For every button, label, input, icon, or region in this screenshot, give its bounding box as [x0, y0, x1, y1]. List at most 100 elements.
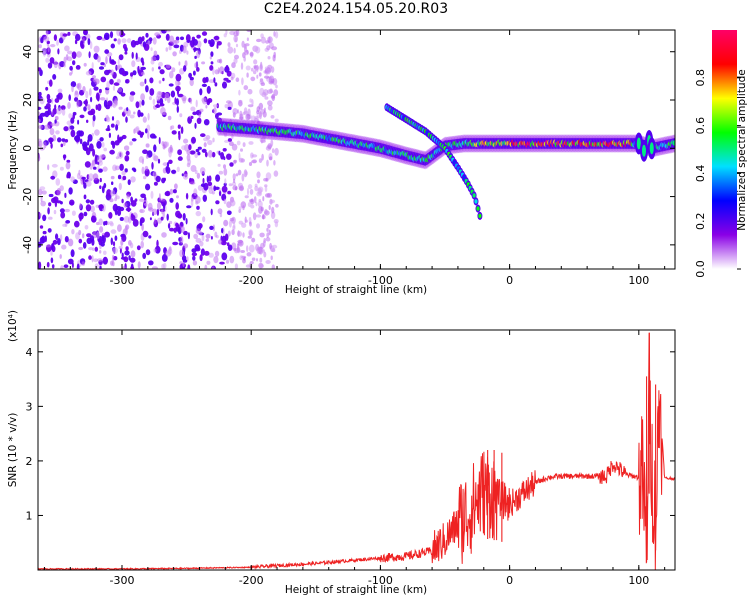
- spectrogram-noise-blob: [201, 234, 205, 242]
- snr-plot-area: [38, 330, 675, 570]
- spectrogram-noise-blob: [196, 205, 200, 210]
- spectrogram-noise-blob: [91, 132, 95, 137]
- spectrogram-noise-blob: [41, 47, 47, 55]
- spectrogram-noise-blob: [104, 220, 108, 226]
- spectrogram-noise-blob: [74, 220, 80, 228]
- spectrogram-secondary-core: [472, 193, 476, 198]
- spectrogram-noise-blob: [255, 201, 258, 207]
- spectrogram-noise-blob: [236, 140, 241, 146]
- spectrogram-noise-blob: [179, 249, 185, 258]
- spectrogram-noise-blob: [83, 62, 87, 67]
- spectrogram-noise-blob: [77, 119, 80, 125]
- spectrogram-noise-blob: [88, 173, 94, 181]
- spectrogram-noise-blob: [256, 214, 262, 218]
- spectrogram-noise-blob: [83, 194, 87, 200]
- spectrogram-noise-blob: [189, 150, 196, 155]
- spectrogram-noise-blob: [72, 111, 77, 116]
- spectrogram-noise-blob: [224, 104, 229, 109]
- spectrogram-noise-blob: [80, 40, 84, 48]
- spectrogram-noise-blob: [197, 151, 201, 156]
- spectrogram-noise-blob: [95, 92, 100, 101]
- spectrogram-noise-blob: [226, 210, 232, 216]
- spectrogram-noise-blob: [226, 153, 232, 160]
- spectrogram-noise-blob: [98, 204, 104, 210]
- spectrogram-noise-blob: [231, 143, 238, 151]
- spectrogram-noise-blob: [137, 36, 143, 45]
- spectrogram-noise-blob: [103, 250, 107, 255]
- spectrogram-noise-blob: [266, 159, 269, 167]
- spectrogram-noise-blob: [267, 64, 273, 70]
- spectrogram-noise-blob: [114, 98, 118, 105]
- spectrogram-noise-blob: [38, 111, 41, 117]
- spectrogram-noise-blob: [43, 36, 50, 42]
- spectrogram-noise-blob: [179, 113, 183, 118]
- spectrogram-noise-blob: [64, 236, 69, 243]
- spectrogram-noise-blob: [155, 175, 161, 183]
- spectrogram-noise-blob: [218, 187, 221, 192]
- spectrogram-noise-blob: [88, 51, 91, 59]
- spectrogram-noise-blob: [248, 141, 254, 145]
- snr-ticks: -300 -200 -100 0 100 1 2 3 4: [26, 330, 675, 587]
- spectrogram-noise-blob: [207, 181, 213, 186]
- spectrogram-noise-blob: [187, 158, 192, 166]
- spectrogram-noise-blob: [55, 178, 61, 186]
- spectrogram-noise-blob: [101, 37, 106, 42]
- spectrogram-noise-blob: [210, 61, 214, 65]
- spectrogram-noise-blob: [149, 88, 155, 96]
- spectrogram-noise-blob: [113, 38, 117, 42]
- spectrogram-noise-blob: [85, 70, 92, 76]
- spectrogram-noise-blob: [190, 106, 196, 112]
- spectrogram-noise-blob: [76, 51, 82, 58]
- spectrogram-noise-blob: [109, 149, 115, 155]
- spectrogram-noise-blob: [248, 162, 253, 166]
- spectrogram-noise-blob: [165, 64, 171, 69]
- spectrogram-noise-blob: [117, 87, 123, 93]
- spectrogram-noise-blob: [152, 135, 157, 139]
- spectrogram-noise-blob: [195, 210, 202, 217]
- spectrogram-noise-blob: [46, 261, 50, 268]
- spectrogram-noise-blob: [57, 137, 62, 143]
- spectrogram-noise-blob: [48, 137, 54, 143]
- spectrogram-noise-blob: [225, 259, 230, 264]
- spectrogram-noise-blob: [178, 61, 181, 66]
- spectrogram-noise-blob: [126, 38, 132, 44]
- spectrogram-noise-blob: [221, 227, 224, 234]
- spectrogram-noise-blob: [202, 178, 205, 184]
- spectrogram-noise-blob: [72, 60, 76, 66]
- spectrogram-noise-blob: [124, 168, 128, 173]
- spectrogram-noise-blob: [259, 87, 265, 96]
- spectrogram-noise-blob: [94, 263, 99, 269]
- spectrogram-noise-blob: [57, 238, 61, 246]
- spectrogram-noise-blob: [96, 35, 103, 41]
- spectrogram-noise-blob: [94, 154, 98, 162]
- spectrogram-noise-blob: [255, 243, 260, 252]
- snr-ytick-label: 3: [26, 400, 33, 413]
- spectrogram-secondary-core: [474, 199, 478, 204]
- spectrogram-noise-blob: [215, 174, 221, 182]
- spectrogram-noise-blob: [259, 232, 265, 238]
- spectrogram-noise-blob: [247, 187, 249, 196]
- spectrogram-noise-blob: [50, 175, 56, 180]
- spectrogram-noise-blob: [132, 70, 137, 76]
- spectrogram-noise-blob: [122, 43, 127, 50]
- spectrogram-noise-blob: [38, 261, 42, 269]
- spectrogram-noise-blob: [161, 263, 165, 269]
- spectrogram-noise-blob: [116, 78, 121, 84]
- spectrogram-noise-blob: [85, 33, 91, 40]
- spectrogram-noise-blob: [157, 158, 161, 164]
- spectrogram-noise-blob: [79, 202, 82, 210]
- spectrogram-noise-blob: [226, 100, 232, 104]
- spectrogram-noise-blob: [53, 34, 58, 41]
- spectrogram-noise-blob: [255, 46, 261, 54]
- spectrogram-noise-blob: [117, 224, 122, 232]
- spectrogram-noise-blob: [217, 208, 223, 215]
- spectrogram-noise-blob: [214, 250, 220, 257]
- spectrogram-noise-blob: [201, 83, 207, 87]
- spectrogram-noise-blob: [76, 130, 83, 137]
- spectrogram-noise-blob: [45, 244, 51, 248]
- spectrogram-noise-blob: [171, 125, 175, 130]
- spectrogram-noise-blob: [87, 134, 93, 142]
- spectrogram-noise-blob: [265, 260, 271, 264]
- colorbar-tick-label: 0.4: [694, 165, 707, 183]
